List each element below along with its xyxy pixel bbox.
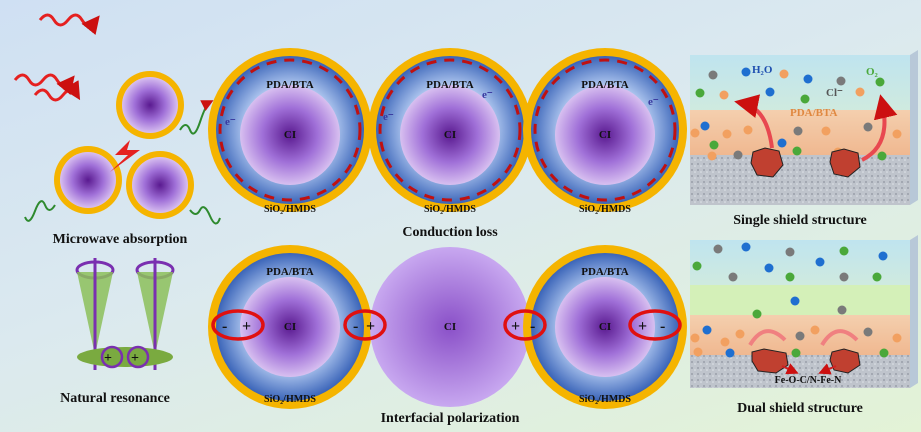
svg-text:e⁻: e⁻: [225, 116, 236, 128]
sphere: [126, 151, 194, 219]
dual-shield-label: Dual shield structure: [737, 401, 863, 416]
svg-text:H₂O: H₂O: [752, 64, 773, 76]
interfacial-polarization-label: Interfacial polarization: [381, 411, 520, 426]
blocked-arrow-icon: [748, 329, 787, 347]
svg-text:SiO₂/HMDS: SiO₂/HMDS: [424, 204, 476, 215]
microwave-absorption-label: Microwave absorption: [53, 232, 188, 247]
svg-text:PDA/BTA: PDA/BTA: [266, 79, 314, 91]
svg-text:SiO₂/HMDS: SiO₂/HMDS: [579, 394, 631, 405]
conduction-particle: PDA/BTA CI SiO₂/HMDS e⁻: [523, 48, 687, 215]
svg-text:CI: CI: [599, 321, 611, 333]
dipole-marker: - +: [343, 309, 387, 341]
svg-text:PDA/BTA: PDA/BTA: [790, 107, 838, 119]
svg-text:-: -: [222, 318, 227, 335]
rust-particle-icon: [829, 148, 861, 178]
svg-text:CI: CI: [444, 129, 456, 141]
diffusion-arrow-icon: [861, 94, 898, 162]
svg-text:CI: CI: [599, 129, 611, 141]
svg-text:SiO₂/HMDS: SiO₂/HMDS: [579, 204, 631, 215]
svg-text:+: +: [104, 351, 112, 366]
svg-text:SiO₂/HMDS: SiO₂/HMDS: [264, 204, 316, 215]
natural-resonance-label: Natural resonance: [60, 391, 170, 406]
microwave-wave-icons: [13, 13, 100, 102]
outgoing-wave-icon: [24, 200, 56, 222]
bond-arrow-icon: [818, 363, 837, 375]
svg-text:+: +: [366, 318, 375, 335]
dual-shield-panel: Fe-O-C/N-Fe-N: [690, 235, 918, 388]
polarization-particle: PDA/BTA CI SiO₂/HMDS: [523, 245, 687, 409]
sphere: [54, 146, 122, 214]
svg-text:O₂: O₂: [866, 66, 879, 78]
dipole-marker: + -: [503, 309, 547, 341]
conduction-loss-label: Conduction loss: [402, 225, 498, 240]
conduction-particle: PDA/BTA CI SiO₂/HMDS e⁻ e⁻: [368, 48, 532, 215]
svg-text:PDA/BTA: PDA/BTA: [426, 79, 474, 91]
single-shield-panel: H₂O O₂ Cl⁻ PDA/BTA: [690, 50, 918, 205]
svg-text:+: +: [242, 318, 251, 335]
svg-text:PDA/BTA: PDA/BTA: [266, 266, 314, 278]
outgoing-wave-icon: [179, 100, 214, 135]
spin-cones: + +: [75, 258, 175, 370]
rust-particle-icon: [750, 147, 784, 178]
lightning-icon: [110, 140, 140, 172]
ci-particle: CI: [370, 247, 530, 407]
dipole-marker: + -: [628, 309, 682, 341]
single-shield-label: Single shield structure: [733, 213, 867, 228]
svg-text:-: -: [530, 318, 535, 335]
svg-text:+: +: [131, 351, 139, 366]
blocked-arrow-icon: [820, 329, 859, 347]
svg-text:CI: CI: [284, 321, 296, 333]
svg-text:e⁻: e⁻: [482, 89, 493, 101]
dipole-marker: - +: [211, 309, 265, 341]
svg-text:-: -: [353, 318, 358, 335]
svg-text:-: -: [660, 318, 665, 335]
outgoing-wave-icon: [189, 206, 221, 225]
rust-particle-icon: [829, 348, 861, 374]
svg-text:+: +: [511, 318, 520, 335]
svg-text:CI: CI: [444, 321, 456, 333]
conduction-particle: PDA/BTA CI SiO₂/HMDS e⁻: [208, 48, 372, 215]
svg-text:e⁻: e⁻: [648, 96, 659, 108]
svg-text:SiO₂/HMDS: SiO₂/HMDS: [264, 394, 316, 405]
svg-text:+: +: [638, 318, 647, 335]
svg-text:Cl⁻: Cl⁻: [826, 87, 843, 99]
bond-arrow-icon: [781, 363, 799, 375]
svg-text:PDA/BTA: PDA/BTA: [581, 266, 629, 278]
diffusion-arrow-icon: [734, 94, 774, 149]
bond-label: Fe-O-C/N-Fe-N: [775, 375, 842, 386]
polarization-particle: PDA/BTA CI SiO₂/HMDS: [208, 245, 372, 409]
svg-text:CI: CI: [284, 129, 296, 141]
rust-particle-icon: [751, 348, 789, 374]
absorber-spheres: [24, 71, 221, 225]
svg-text:e⁻: e⁻: [383, 111, 394, 123]
svg-text:PDA/BTA: PDA/BTA: [581, 79, 629, 91]
sphere: [116, 71, 184, 139]
